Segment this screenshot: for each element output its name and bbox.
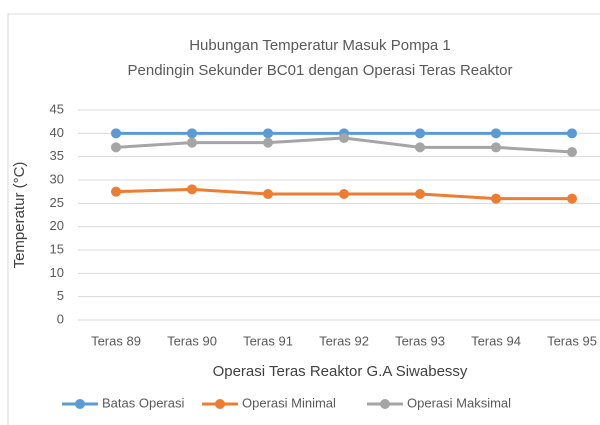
x-tick-label: Teras 91	[243, 333, 293, 348]
y-tick-label: 0	[57, 311, 64, 326]
legend-marker	[380, 399, 390, 409]
y-tick-label: 45	[50, 101, 64, 116]
x-tick-label: Teras 92	[319, 333, 369, 348]
legend-label: Operasi Maksimal	[407, 395, 511, 410]
y-axis-title: Temperatur (°C)	[11, 162, 28, 269]
data-point	[491, 128, 501, 139]
data-point	[491, 193, 501, 204]
x-tick-label: Teras 90	[167, 333, 217, 348]
data-point	[567, 128, 577, 139]
data-point	[263, 128, 273, 139]
data-point	[263, 189, 273, 199]
data-point	[491, 142, 501, 153]
data-point	[415, 189, 425, 199]
data-point	[415, 142, 425, 153]
data-point	[339, 189, 349, 199]
data-point	[111, 142, 121, 153]
data-point	[187, 137, 197, 148]
data-point	[111, 186, 121, 197]
data-point	[187, 128, 197, 139]
y-tick-label: 5	[57, 288, 64, 303]
y-tick-label: 20	[50, 218, 64, 233]
legend-label: Batas Operasi	[102, 395, 184, 410]
data-point	[567, 147, 577, 157]
chart-frame	[7, 13, 600, 425]
data-point	[567, 193, 577, 204]
data-point	[187, 184, 197, 195]
legend-marker	[75, 399, 85, 409]
x-tick-label: Teras 95	[547, 333, 597, 348]
data-point	[111, 128, 121, 139]
data-point	[263, 137, 273, 148]
x-axis-title: Operasi Teras Reaktor G.A Siwabessy	[213, 363, 468, 380]
data-point	[415, 128, 425, 139]
chart-title: Hubungan Temperatur Masuk Pompa 1	[189, 37, 451, 54]
y-tick-label: 15	[50, 241, 64, 256]
y-tick-label: 30	[50, 171, 64, 186]
legend-label: Operasi Minimal	[242, 395, 336, 410]
x-tick-label: Teras 89	[91, 333, 141, 348]
y-tick-label: 10	[50, 265, 64, 280]
chart-title: Pendingin Sekunder BC01 dengan Operasi T…	[128, 62, 513, 79]
y-tick-label: 25	[50, 195, 64, 210]
y-tick-label: 40	[50, 125, 64, 140]
y-tick-label: 35	[50, 148, 64, 163]
x-tick-label: Teras 93	[395, 333, 445, 348]
x-tick-label: Teras 94	[471, 333, 521, 348]
legend-marker	[215, 399, 225, 409]
data-point	[339, 133, 349, 143]
